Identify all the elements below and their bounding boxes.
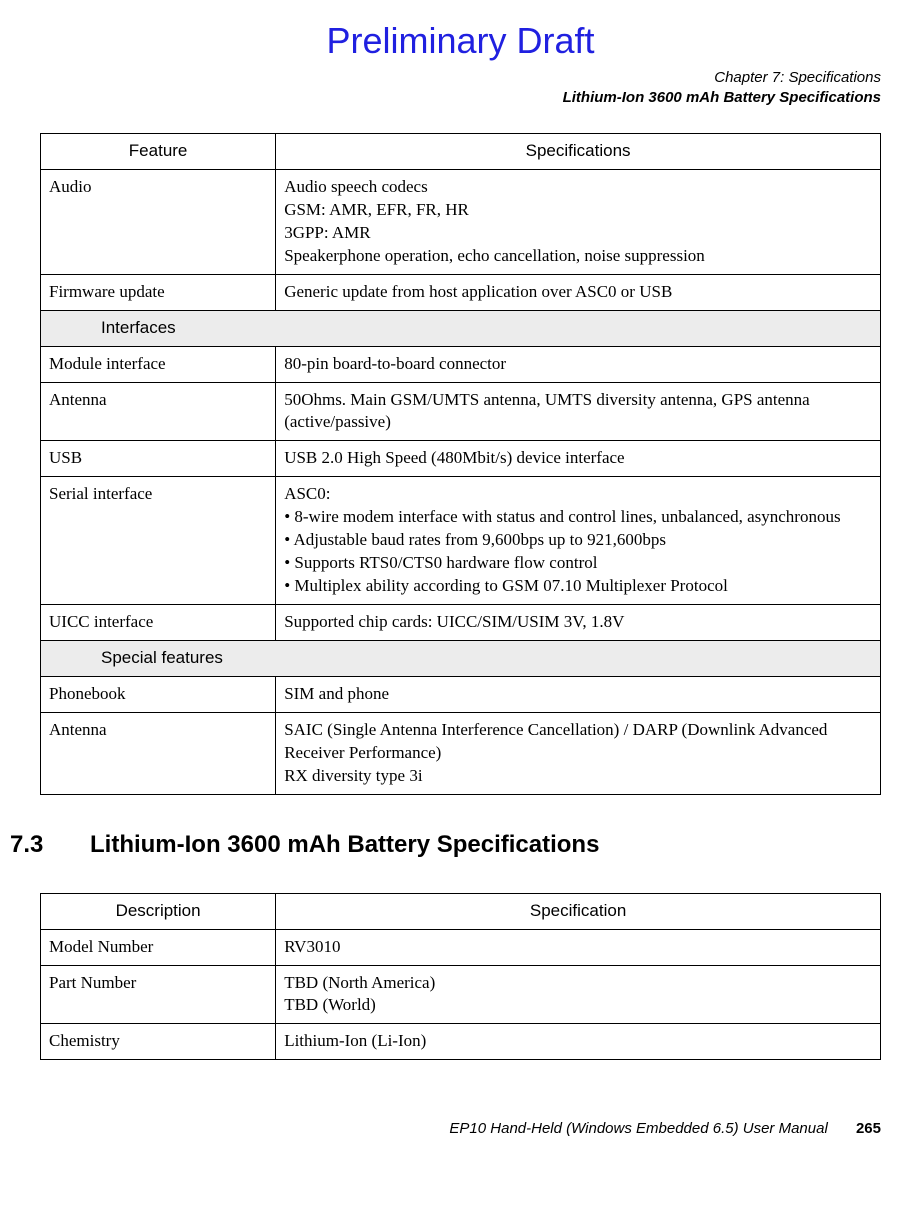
spec-cell: USB 2.0 High Speed (480Mbit/s) device in… [276,441,881,477]
page-footer: EP10 Hand-Held (Windows Embedded 6.5) Us… [40,1120,881,1137]
section-title: Lithium-Ion 3600 mAh Battery Specificati… [90,831,599,859]
table-row: PhonebookSIM and phone [41,676,881,712]
page-container: Preliminary Draft Chapter 7: Specificati… [0,0,921,1177]
chapter-header-line1: Chapter 7: Specifications [40,68,881,88]
table-header-spec: Specifications [276,134,881,170]
table-header-row: Feature Specifications [41,134,881,170]
feature-cell: Part Number [41,965,276,1024]
chapter-header-line2: Lithium-Ion 3600 mAh Battery Specificati… [40,88,881,108]
table-row: ChemistryLithium-Ion (Li-Ion) [41,1024,881,1060]
footer-text: EP10 Hand-Held (Windows Embedded 6.5) Us… [449,1120,827,1137]
feature-cell: Module interface [41,346,276,382]
feature-cell: Phonebook [41,676,276,712]
spec-cell: Generic update from host application ove… [276,274,881,310]
spec-cell: 80-pin board-to-board connector [276,346,881,382]
table-row: USBUSB 2.0 High Speed (480Mbit/s) device… [41,441,881,477]
battery-spec-table: Description Specification Model NumberRV… [40,893,881,1061]
table-subheading: Special features [41,640,881,676]
feature-cell: USB [41,441,276,477]
table-row: AudioAudio speech codecs GSM: AMR, EFR, … [41,169,881,274]
table-row: UICC interfaceSupported chip cards: UICC… [41,605,881,641]
spec-cell: RV3010 [276,929,881,965]
feature-cell: Antenna [41,382,276,441]
table-header-row: Description Specification [41,893,881,929]
table-row: Part NumberTBD (North America) TBD (Worl… [41,965,881,1024]
section-number: 7.3 [10,831,90,859]
feature-cell: Antenna [41,712,276,794]
feature-cell: Audio [41,169,276,274]
spec-cell: TBD (North America) TBD (World) [276,965,881,1024]
section-heading: 7.3 Lithium-Ion 3600 mAh Battery Specifi… [40,831,881,859]
feature-cell: Firmware update [41,274,276,310]
table-row: Special features [41,640,881,676]
spec-cell: Lithium-Ion (Li-Ion) [276,1024,881,1060]
spec-cell: Supported chip cards: UICC/SIM/USIM 3V, … [276,605,881,641]
table-row: AntennaSAIC (Single Antenna Interference… [41,712,881,794]
feature-spec-table: Feature Specifications AudioAudio speech… [40,133,881,795]
draft-banner: Preliminary Draft [40,20,881,62]
table-row: Model NumberRV3010 [41,929,881,965]
spec-cell: Audio speech codecs GSM: AMR, EFR, FR, H… [276,169,881,274]
table-header-description: Description [41,893,276,929]
spec-cell: SAIC (Single Antenna Interference Cancel… [276,712,881,794]
table-header-spec: Specification [276,893,881,929]
table-header-feature: Feature [41,134,276,170]
spec-cell: ASC0: • 8-wire modem interface with stat… [276,477,881,605]
table-row: Module interface80-pin board-to-board co… [41,346,881,382]
table-row: Serial interfaceASC0: • 8-wire modem int… [41,477,881,605]
page-number: 265 [856,1120,881,1137]
table-subheading: Interfaces [41,310,881,346]
table-row: Firmware updateGeneric update from host … [41,274,881,310]
spec-cell: 50Ohms. Main GSM/UMTS antenna, UMTS dive… [276,382,881,441]
feature-cell: Model Number [41,929,276,965]
spec-cell: SIM and phone [276,676,881,712]
feature-cell: UICC interface [41,605,276,641]
table-row: Antenna50Ohms. Main GSM/UMTS antenna, UM… [41,382,881,441]
table-row: Interfaces [41,310,881,346]
feature-cell: Chemistry [41,1024,276,1060]
chapter-header: Chapter 7: Specifications Lithium-Ion 36… [40,68,881,107]
feature-cell: Serial interface [41,477,276,605]
